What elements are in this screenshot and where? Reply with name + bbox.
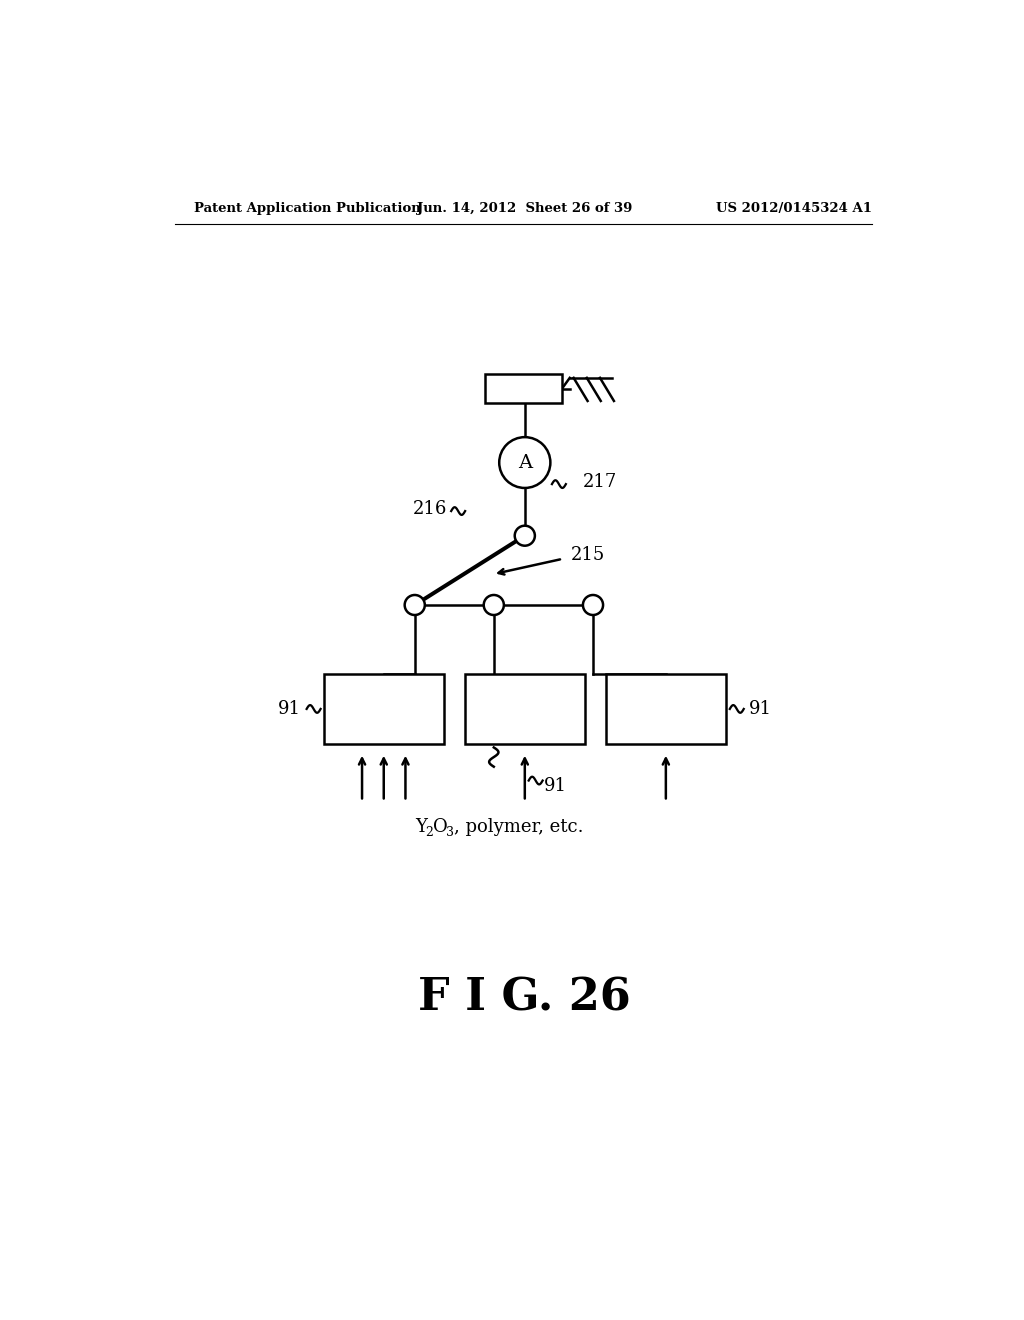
Text: O: O xyxy=(432,818,447,836)
Bar xyxy=(484,374,562,404)
Text: 91: 91 xyxy=(278,700,300,718)
Text: F I G. 26: F I G. 26 xyxy=(419,977,631,1019)
Circle shape xyxy=(515,525,535,545)
Text: 215: 215 xyxy=(570,546,605,564)
Text: 2: 2 xyxy=(426,826,433,840)
Text: 3: 3 xyxy=(445,826,454,840)
Text: 217: 217 xyxy=(583,473,617,491)
Bar xyxy=(606,675,726,743)
Text: Jun. 14, 2012  Sheet 26 of 39: Jun. 14, 2012 Sheet 26 of 39 xyxy=(417,202,633,215)
Text: Patent Application Publication: Patent Application Publication xyxy=(194,202,421,215)
Bar xyxy=(324,675,443,743)
Text: , polymer, etc.: , polymer, etc. xyxy=(454,818,583,836)
Text: 216: 216 xyxy=(413,500,447,517)
Text: A: A xyxy=(518,454,531,471)
Circle shape xyxy=(500,437,550,488)
Text: 91: 91 xyxy=(544,777,567,795)
Bar xyxy=(465,675,585,743)
Circle shape xyxy=(583,595,603,615)
Text: 91: 91 xyxy=(750,700,772,718)
Circle shape xyxy=(404,595,425,615)
Text: Y: Y xyxy=(415,818,427,836)
Text: US 2012/0145324 A1: US 2012/0145324 A1 xyxy=(716,202,872,215)
Circle shape xyxy=(483,595,504,615)
